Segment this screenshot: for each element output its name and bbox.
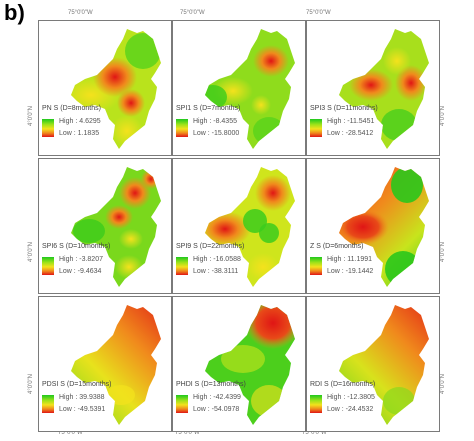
panel-title: SPI1 S (D=7months): [176, 105, 241, 112]
map-panel-pn: PN S (D=8months) High : 4.6295 Low : 1.1…: [38, 20, 172, 156]
legend-low-value: : -9.4634: [73, 268, 102, 275]
legend-low: Low : -49.5391: [59, 406, 106, 413]
left-axis-label-3: 4°0'0"N: [28, 373, 34, 394]
legend-low-value: : 1.1835: [73, 130, 100, 137]
choropleth-map-pdsi: [71, 305, 161, 425]
map-panel-z: Z S (D=6months) High : 11.1991 Low : -19…: [306, 158, 440, 294]
panel-title: PHDI S (D=13months): [176, 381, 246, 388]
legend-low-value: : -49.5391: [73, 406, 106, 413]
choropleth-map-phdi: [205, 305, 295, 425]
legend-high: High : -12.3805: [327, 394, 375, 401]
panel-title: PN S (D=8months): [42, 105, 101, 112]
map-panel-grid: PN S (D=8months) High : 4.6295 Low : 1.1…: [38, 20, 440, 432]
legend-low: Low : -28.5412: [327, 130, 374, 137]
legend-ramp: [310, 395, 322, 413]
choropleth-map-z: [339, 167, 429, 287]
right-axis-label-1: 4°0'0"N: [440, 105, 446, 126]
legend-high-value: : -3.8207: [75, 256, 103, 263]
legend-ramp: [176, 257, 188, 275]
legend-low: Low : -15.8000: [193, 130, 240, 137]
legend-low: Low : -54.0978: [193, 406, 240, 413]
choropleth-map-spi3: [339, 29, 429, 149]
choropleth-map-spi9: [205, 167, 295, 287]
legend-high-value: : 4.6295: [75, 118, 101, 125]
legend-low: Low : -24.4532: [327, 406, 374, 413]
legend-ramp: [42, 119, 54, 137]
legend-low: Low : -19.1442: [327, 268, 374, 275]
legend-high-value: : -12.3805: [343, 394, 375, 401]
legend-high: High : -3.8207: [59, 256, 103, 263]
top-axis-label-1: 75°0'0"W: [68, 10, 93, 16]
legend-high-value: : -16.0588: [209, 256, 241, 263]
legend-high-value: : -8.4355: [209, 118, 237, 125]
legend-high: High : -16.0588: [193, 256, 241, 263]
right-axis-label-3: 4°0'0"N: [440, 373, 446, 394]
map-panel-spi9: SPI9 S (D=22months) High : -16.0588 Low …: [172, 158, 306, 294]
map-panel-rdi: RDI S (D=16months) High : -12.3805 Low :…: [306, 296, 440, 432]
legend-low: Low : 1.1835: [59, 130, 100, 137]
legend-low: Low : -38.3111: [193, 268, 239, 275]
choropleth-map-pn: [71, 29, 161, 149]
legend-low-value: : -54.0978: [207, 406, 240, 413]
figure-label: b): [4, 0, 25, 25]
left-axis-label-2: 4°0'0"N: [28, 241, 34, 262]
map-panel-spi6: SPI6 S (D=10months) High : -3.8207 Low :…: [38, 158, 172, 294]
bottom-axis-label-3: 75°0'0"W: [302, 430, 327, 436]
panel-title: SPI3 S (D=11months): [310, 105, 378, 112]
choropleth-map-spi1: [205, 29, 295, 149]
right-axis-label-2: 4°0'0"N: [440, 241, 446, 262]
top-axis-label-3: 75°0'0"W: [306, 10, 331, 16]
legend-high: High : -42.4399: [193, 394, 241, 401]
legend-high: High : 39.9388: [59, 394, 105, 401]
panel-title: Z S (D=6months): [310, 243, 364, 250]
legend-ramp: [42, 257, 54, 275]
legend-ramp: [42, 395, 54, 413]
legend-low-value: : -15.8000: [207, 130, 240, 137]
map-panel-pdsi: PDSI S (D=15months) High : 39.9388 Low :…: [38, 296, 172, 432]
legend-high-value: : -11.5451: [343, 118, 375, 125]
panel-title: PDSI S (D=15months): [42, 381, 112, 388]
legend-high: High : 11.1991: [327, 256, 373, 263]
legend-ramp: [176, 119, 188, 137]
legend-low-value: : -19.1442: [341, 268, 374, 275]
choropleth-map-spi6: [71, 167, 161, 287]
legend-ramp: [176, 395, 188, 413]
legend-high: High : -8.4355: [193, 118, 237, 125]
choropleth-map-rdi: [339, 305, 429, 425]
top-axis-label-2: 75°0'0"W: [180, 10, 205, 16]
panel-title: RDI S (D=16months): [310, 381, 376, 388]
map-panel-spi3: SPI3 S (D=11months) High : -11.5451 Low …: [306, 20, 440, 156]
legend-high-value: : 11.1991: [343, 256, 373, 263]
legend-high-value: : -42.4399: [209, 394, 241, 401]
legend-ramp: [310, 257, 322, 275]
legend-low-value: : -24.4532: [341, 406, 374, 413]
left-axis-label-1: 4°0'0"N: [28, 105, 34, 126]
legend-low-value: : -38.3111: [207, 268, 239, 275]
legend-low-value: : -28.5412: [341, 130, 374, 137]
panel-title: SPI9 S (D=22months): [176, 243, 245, 250]
map-panel-spi1: SPI1 S (D=7months) High : -8.4355 Low : …: [172, 20, 306, 156]
panel-title: SPI6 S (D=10months): [42, 243, 111, 250]
legend-low: Low : -9.4634: [59, 268, 102, 275]
legend-high: High : 4.6295: [59, 118, 101, 125]
legend-high: High : -11.5451: [327, 118, 375, 125]
legend-ramp: [310, 119, 322, 137]
bottom-axis-label-2: 75°0'0"W: [175, 430, 200, 436]
map-panel-phdi: PHDI S (D=13months) High : -42.4399 Low …: [172, 296, 306, 432]
bottom-axis-label-1: 75°0'0"W: [58, 430, 83, 436]
legend-high-value: : 39.9388: [75, 394, 105, 401]
